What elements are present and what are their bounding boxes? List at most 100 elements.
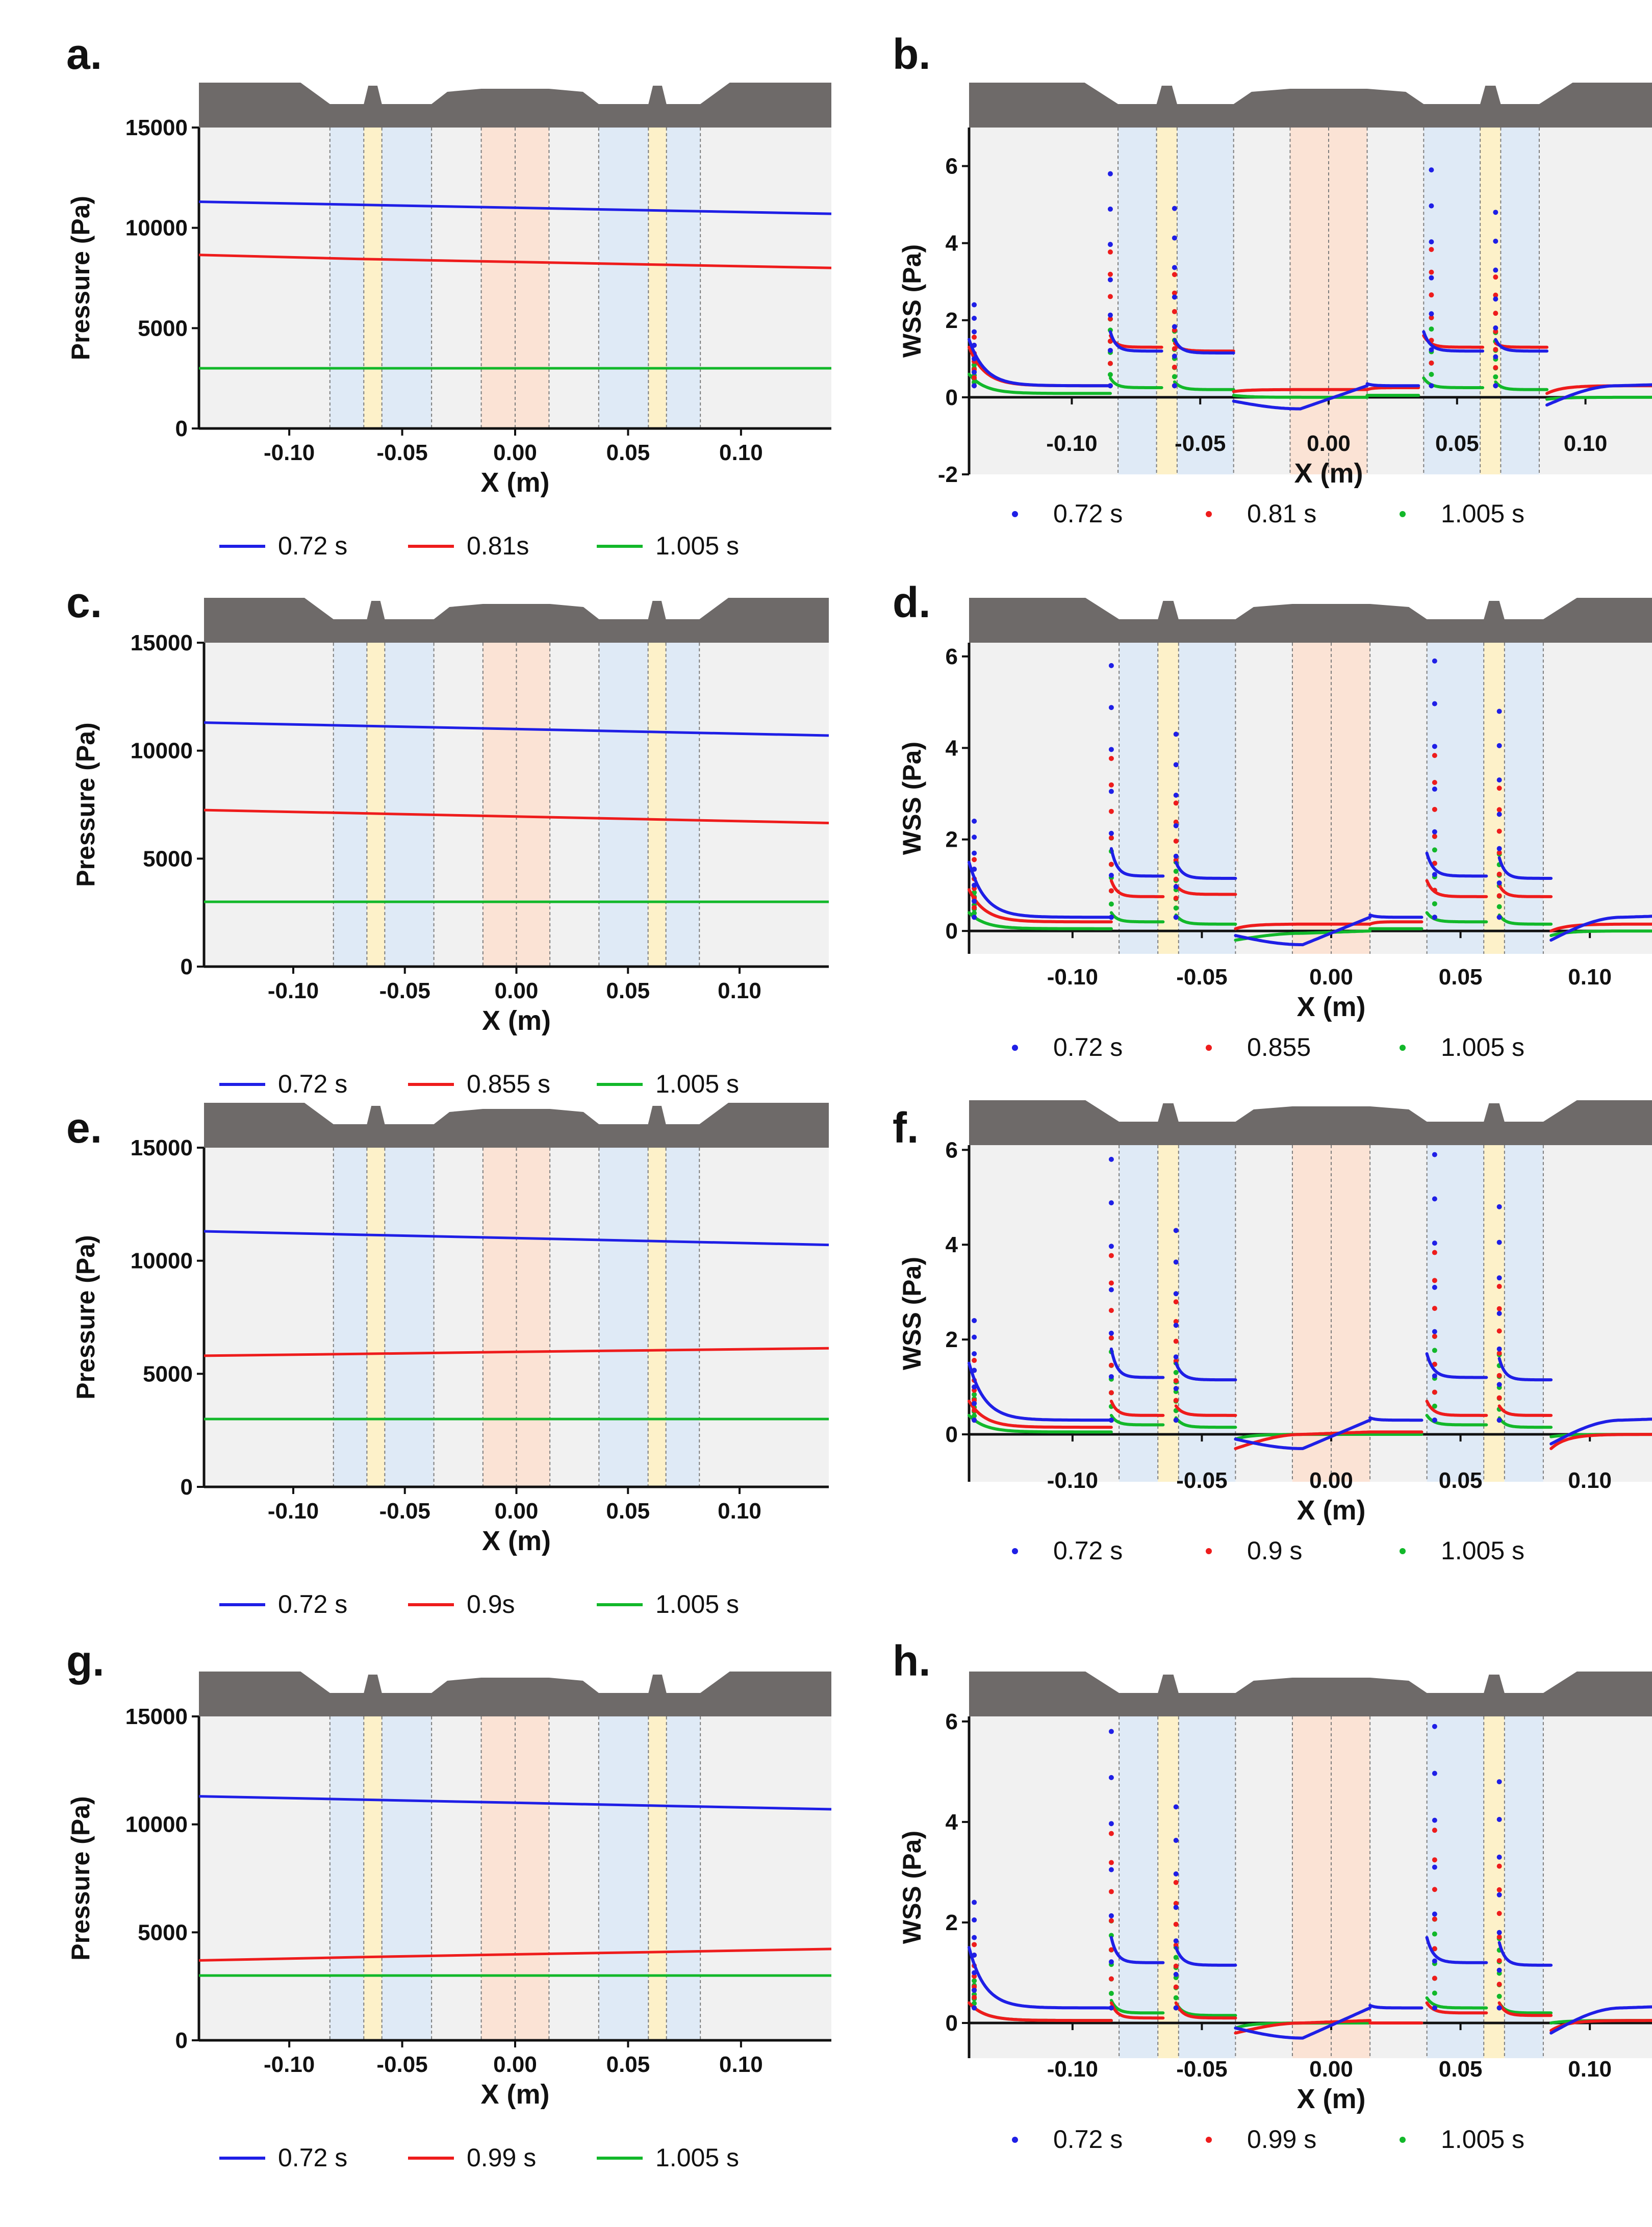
series-dots-2 (968, 1250, 1652, 1450)
spike-point (972, 1984, 977, 1990)
series-curve (1365, 386, 1420, 391)
spike-point (972, 1978, 977, 1984)
series-curve (1549, 1418, 1652, 1446)
region-band (1178, 1145, 1236, 1482)
spike-point (1173, 1291, 1179, 1297)
region-band (1427, 1145, 1484, 1482)
series-curve (968, 1400, 1113, 1429)
series-curve (1174, 861, 1237, 880)
spike-point (1496, 1863, 1502, 1869)
spike-point (1432, 701, 1437, 706)
panel-a: a. 0 5000 10000 15000 -0.10 -0.05 0.00 0.05 0.10 P… (0, 0, 832, 560)
spike-point (1496, 708, 1502, 714)
legend-label: 1.005 s (1441, 2125, 1524, 2154)
x-tick-label: 0.10 (718, 1499, 761, 1524)
series-curve (1497, 2001, 1553, 2015)
spike-point (1108, 1860, 1114, 1865)
spike-point (1108, 808, 1114, 814)
spike-point (1496, 1346, 1502, 1352)
spike-point (1493, 383, 1498, 389)
x-tick-label: 0.00 (1309, 2057, 1353, 2082)
spike-point (1108, 1918, 1114, 1924)
region-band (1156, 128, 1177, 474)
spike-point (972, 383, 977, 389)
spike-point (1108, 1991, 1114, 1996)
x-tick-label: 0.05 (1439, 2057, 1483, 2082)
spike-point (1496, 1395, 1502, 1401)
panel-label: d. (893, 578, 931, 626)
spike-point (1432, 1887, 1437, 1892)
spike-point (972, 356, 977, 362)
y-tick-label: -2 (938, 462, 958, 487)
spike-point (1493, 296, 1498, 302)
spike-point (972, 1413, 977, 1419)
spike-point (1108, 1959, 1114, 1965)
spike-point (1496, 1306, 1502, 1311)
panel-label: f. (893, 1104, 919, 1152)
series-group (968, 1724, 1652, 2040)
y-tick-label: 4 (946, 736, 958, 761)
series-curve (1425, 911, 1488, 924)
spike-point (1496, 1887, 1502, 1892)
x-axis-label: X (m) (1297, 1495, 1366, 1526)
y-tick-label: 15000 (131, 1135, 193, 1160)
series-group (204, 721, 829, 903)
y-axis-label: WSS (Pa) (898, 1831, 926, 1944)
geometry-silhouette (199, 1672, 831, 1716)
legend-label: 0.99 s (1247, 2125, 1316, 2154)
series-curve (968, 888, 1113, 924)
series-curve (1425, 1996, 1488, 2010)
spike-point (1107, 312, 1113, 318)
spike-point (1432, 1828, 1437, 1833)
spike-point (1173, 1971, 1179, 1977)
series-curve (1234, 1419, 1372, 1450)
spike-point (1496, 1993, 1502, 1999)
x-tick-label: 0.05 (1439, 1468, 1483, 1493)
spike-point (1108, 1253, 1114, 1258)
x-axis-label: X (m) (481, 467, 550, 498)
spike-point (972, 882, 977, 888)
spike-point (1493, 311, 1498, 316)
legend-label: 1.005 s (1441, 499, 1524, 528)
series-curve (1109, 911, 1165, 924)
series-curve (1368, 920, 1424, 926)
spike-point (1172, 327, 1177, 333)
x-tick-label: -0.10 (1046, 431, 1097, 456)
spike-point (1173, 1942, 1179, 1948)
spike-point (1108, 1200, 1114, 1206)
series-curve (1109, 847, 1165, 878)
spike-point (972, 857, 977, 863)
region-band (1119, 1716, 1158, 2058)
series-curve (1497, 1404, 1553, 1417)
spike-point (1429, 167, 1434, 173)
spike-point (1496, 743, 1502, 748)
series-group (198, 200, 832, 370)
region-band (648, 1148, 666, 1487)
spike-point (1496, 893, 1502, 899)
y-tick-label: 10000 (131, 1249, 193, 1274)
spike-point (1432, 1958, 1437, 1964)
panel-label: h. (893, 1637, 931, 1685)
legend-swatch (1206, 1548, 1212, 1555)
spike-point (1107, 249, 1113, 255)
region-band (648, 643, 666, 967)
spike-point (1493, 365, 1498, 370)
spike-point (1493, 347, 1498, 352)
series-curve (968, 1361, 1113, 1422)
legend-swatch (1400, 1045, 1406, 1051)
y-tick-label: 6 (946, 1137, 958, 1162)
series-curve (1549, 915, 1652, 942)
spike-point (1172, 272, 1177, 277)
spike-point (1432, 744, 1437, 749)
spike-point (1432, 1724, 1437, 1729)
geometry-silhouette (199, 83, 831, 128)
region-band (666, 1716, 701, 2040)
legend-label: 1.005 s (1441, 1536, 1524, 1565)
spike-point (1173, 1905, 1179, 1910)
series-line-1 (198, 1795, 832, 1811)
geometry-silhouette (204, 1103, 829, 1148)
series-dots-1 (968, 167, 1652, 411)
spike-point (1496, 1373, 1502, 1378)
spike-point (1432, 1389, 1437, 1395)
panel-e: e. 0 5000 10000 15000 -0.10 -0.05 0.00 0.05 0.10 P… (0, 1074, 829, 1618)
